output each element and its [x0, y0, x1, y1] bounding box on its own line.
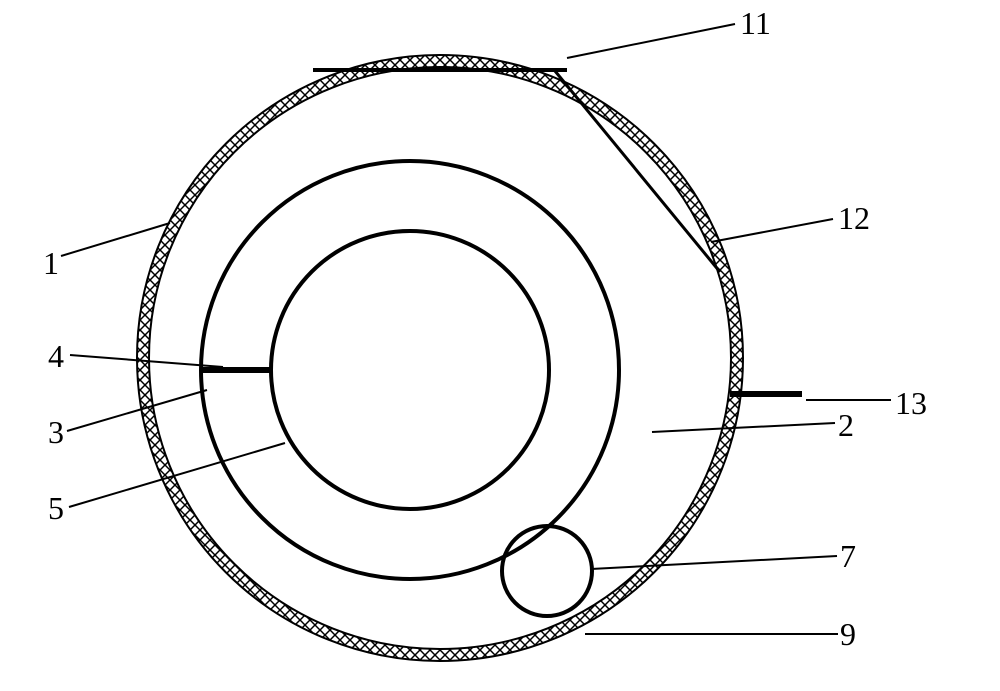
label-1: 1	[43, 245, 59, 282]
label-5: 5	[48, 490, 64, 527]
label-4: 4	[48, 338, 64, 375]
label-7: 7	[840, 538, 856, 575]
label-12: 12	[838, 200, 870, 237]
label-3: 3	[48, 414, 64, 451]
label-9: 9	[840, 616, 856, 653]
label-13: 13	[895, 385, 927, 422]
outer-shell-hatched	[0, 0, 1000, 691]
label-2: 2	[838, 407, 854, 444]
technical-diagram	[0, 0, 1000, 691]
label-11: 11	[740, 5, 771, 42]
